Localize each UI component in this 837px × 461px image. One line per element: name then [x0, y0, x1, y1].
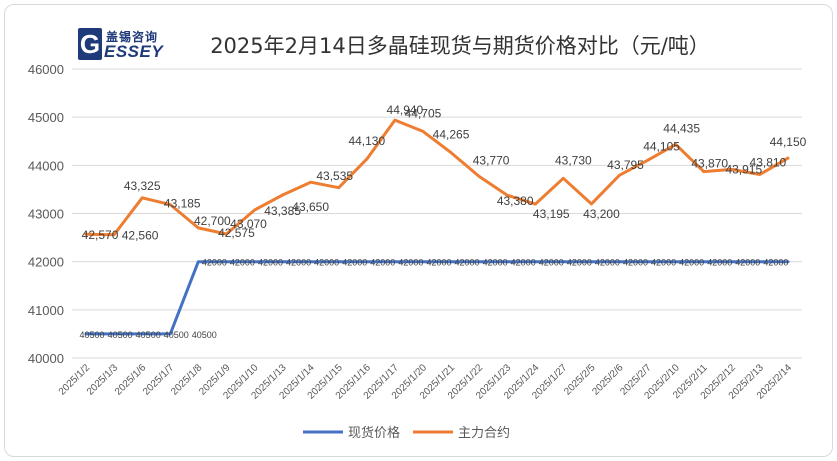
- spot-data-label: 42000: [511, 258, 536, 268]
- futures-data-label: 43,380: [497, 194, 534, 208]
- futures-data-label: 44,105: [643, 139, 680, 153]
- spot-data-label: 42000: [651, 258, 676, 268]
- y-tick-label: 44000: [28, 158, 64, 173]
- futures-data-label: 43,385: [264, 204, 301, 218]
- spot-data-label: 42000: [623, 258, 648, 268]
- spot-data-label: 40500: [192, 330, 217, 340]
- logo-chinese-text: 盖锡咨询: [106, 30, 159, 44]
- futures-data-label: 43,195: [533, 207, 570, 221]
- y-tick-label: 43000: [28, 207, 64, 222]
- logo-english-text: ESSEY: [104, 42, 164, 61]
- spot-data-label: 42000: [258, 258, 283, 268]
- spot-data-label: 42000: [455, 258, 480, 268]
- futures-data-label: 43,200: [583, 207, 620, 221]
- futures-data-label: 44,435: [663, 121, 700, 135]
- futures-data-label: 44,940: [387, 103, 424, 117]
- spot-data-label: 42000: [567, 258, 592, 268]
- futures-data-label: 43,325: [124, 179, 161, 193]
- futures-data-label: 42,700: [194, 214, 231, 228]
- y-tick-label: 42000: [28, 255, 64, 270]
- futures-data-label: 43,070: [230, 217, 267, 231]
- logo-letter: G: [78, 28, 102, 60]
- futures-data-label: 43,915: [725, 162, 762, 176]
- spot-data-label: 42000: [230, 258, 255, 268]
- spot-data-label: 42000: [539, 258, 564, 268]
- spot-data-label: 42000: [763, 258, 788, 268]
- spot-data-label: 42000: [398, 258, 423, 268]
- futures-data-label: 43,870: [691, 157, 728, 171]
- y-tick-label: 40000: [28, 351, 64, 366]
- spot-data-label: 42000: [342, 258, 367, 268]
- spot-data-label: 42000: [202, 258, 227, 268]
- futures-data-label: 44,150: [770, 135, 807, 149]
- futures-data-label: 43,730: [555, 153, 592, 167]
- futures-data-label: 43,185: [164, 197, 201, 211]
- futures-data-label: 42,560: [122, 229, 159, 243]
- spot-data-label: 42000: [314, 258, 339, 268]
- futures-data-label: 43,795: [607, 158, 644, 172]
- spot-data-label: 42000: [483, 258, 508, 268]
- spot-data-label: 42000: [679, 258, 704, 268]
- futures-data-label: 42,575: [218, 226, 255, 240]
- spot-data-label: 40500: [136, 330, 161, 340]
- futures-data-label: 44,130: [348, 134, 385, 148]
- spot-data-label: 42000: [735, 258, 760, 268]
- y-tick-label: 46000: [28, 62, 64, 77]
- legend-label: 现货价格: [348, 425, 400, 441]
- spot-data-label: 42000: [286, 258, 311, 268]
- futures-data-label: 43,810: [750, 155, 787, 169]
- gessey-logo: G 盖锡咨询 ESSEY: [78, 28, 166, 61]
- futures-line: [84, 118, 790, 237]
- futures-data-label: 43,770: [473, 153, 510, 167]
- y-tick-label: 41000: [28, 303, 64, 318]
- spot-data-label: 40500: [164, 330, 189, 340]
- futures-data-label: 43,650: [292, 200, 329, 214]
- spot-data-label: 40500: [108, 330, 133, 340]
- spot-price-line: [84, 260, 790, 336]
- chart-title: 2025年2月14日多晶硅现货与期货价格对比（元/吨）: [210, 34, 710, 58]
- y-tick-label: 45000: [28, 110, 64, 125]
- futures-data-label: 43,535: [316, 169, 353, 183]
- spot-data-label: 42000: [370, 258, 395, 268]
- spot-data-label: 40500: [80, 330, 105, 340]
- futures-data-label: 44,705: [405, 106, 442, 120]
- futures-data-label: 44,265: [433, 128, 470, 142]
- legend-label: 主力合约: [458, 426, 510, 441]
- spot-data-label: 42000: [595, 258, 620, 268]
- spot-data-label: 42000: [426, 258, 451, 268]
- futures-data-label: 42,570: [82, 228, 119, 242]
- spot-data-label: 42000: [707, 258, 732, 268]
- chart-frame: [4, 4, 833, 457]
